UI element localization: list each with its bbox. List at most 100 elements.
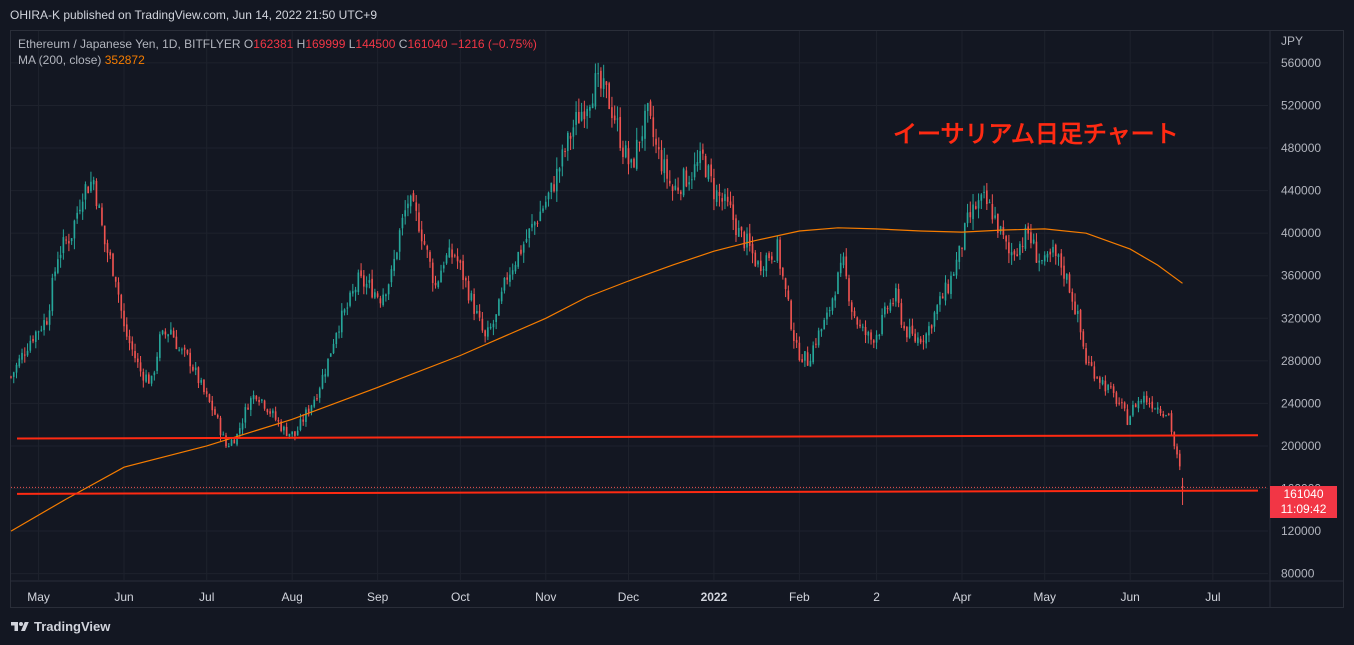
- candle-body: [172, 330, 175, 338]
- candle-body: [222, 434, 225, 436]
- candle-body: [850, 302, 853, 312]
- candle-body: [580, 111, 583, 121]
- candle-body: [481, 318, 484, 331]
- candle-body: [872, 340, 875, 343]
- candle-body: [324, 374, 327, 377]
- candle-body: [575, 112, 577, 125]
- candle-body: [442, 265, 445, 269]
- candle-body: [263, 400, 266, 409]
- candle-body: [1112, 386, 1115, 393]
- candle-body: [404, 210, 407, 217]
- candle-body: [43, 320, 45, 331]
- candle-body: [980, 194, 983, 201]
- candle-body: [431, 262, 434, 283]
- candle-body: [572, 127, 575, 137]
- candle-body: [542, 208, 544, 212]
- high-value: 169999: [305, 37, 346, 51]
- candle-body: [718, 192, 721, 196]
- candle-body: [787, 290, 790, 300]
- symbol-label[interactable]: Ethereum / Japanese Yen, 1D, BITFLYER: [18, 37, 241, 51]
- x-tick-label: Oct: [451, 590, 470, 604]
- candle-body: [1076, 311, 1079, 314]
- candle-body: [969, 212, 972, 218]
- candle-body: [776, 239, 779, 261]
- currency-label: JPY: [1281, 34, 1304, 48]
- candle-body: [892, 303, 894, 305]
- candle-body: [589, 106, 591, 111]
- candle-body: [696, 162, 699, 166]
- candle-body: [139, 362, 142, 372]
- candle-body: [26, 350, 29, 356]
- chart-annotation[interactable]: イーサリアム日足チャート: [893, 120, 1179, 148]
- candle-body: [564, 151, 566, 153]
- candle-body: [1021, 245, 1024, 247]
- candle-body: [12, 372, 15, 377]
- candle-body: [861, 326, 864, 328]
- candle-body: [1159, 408, 1162, 414]
- candle-body: [793, 330, 795, 341]
- y-tick-label: 400000: [1281, 226, 1321, 240]
- candle-body: [1024, 227, 1027, 249]
- candle-body: [498, 299, 500, 316]
- candle-body: [351, 291, 354, 294]
- candle-body: [941, 296, 944, 299]
- candle-body: [393, 258, 395, 271]
- candle-body: [539, 211, 542, 222]
- candle-body: [1170, 413, 1173, 433]
- candle-body: [92, 180, 95, 185]
- candle-body: [327, 358, 329, 376]
- chart-frame[interactable]: [10, 30, 1344, 608]
- candle-body: [390, 269, 393, 283]
- candle-body: [555, 168, 558, 192]
- candle-body: [815, 343, 817, 345]
- candle-body: [1099, 377, 1101, 383]
- candle-body: [795, 340, 798, 343]
- candle-body: [594, 73, 597, 107]
- candle-body: [762, 269, 765, 271]
- candle-body: [296, 430, 299, 436]
- candle-body: [646, 103, 649, 112]
- candle-body: [864, 326, 867, 336]
- candle-body: [274, 411, 277, 420]
- candle-body: [511, 270, 514, 275]
- candle-body: [597, 73, 599, 75]
- candle-body: [211, 400, 214, 411]
- candle-body: [385, 294, 387, 297]
- candle-body: [360, 270, 362, 277]
- candle-body: [65, 239, 67, 241]
- candle-body: [782, 268, 784, 277]
- candle-body: [1054, 244, 1057, 256]
- candle-body: [203, 379, 205, 392]
- candle-body: [332, 343, 335, 354]
- candle-body: [459, 260, 462, 263]
- candle-body: [525, 238, 528, 242]
- candle-body: [660, 150, 663, 172]
- candle-body: [318, 388, 321, 398]
- candle-body: [145, 374, 147, 382]
- candle-body: [167, 334, 169, 337]
- candle-body: [806, 352, 809, 366]
- low-value: 144500: [355, 37, 396, 51]
- candle-body: [983, 191, 985, 193]
- candle-body: [412, 193, 415, 202]
- candle-body: [522, 244, 525, 253]
- candle-body: [547, 192, 550, 200]
- candle-body: [506, 277, 509, 280]
- support-line: [16, 489, 1259, 495]
- candle-body: [666, 159, 668, 179]
- candle-body: [272, 410, 274, 414]
- candle-body: [958, 245, 961, 262]
- candle-body: [961, 247, 963, 249]
- footer-brand[interactable]: TradingView: [10, 619, 110, 634]
- candle-body: [500, 291, 503, 302]
- candle-body: [817, 330, 820, 346]
- candle-body: [161, 330, 164, 335]
- candle-body: [680, 191, 682, 195]
- close-label: C: [398, 37, 408, 51]
- candle-body: [280, 421, 282, 431]
- ma-label[interactable]: MA (200, close): [18, 53, 102, 67]
- candle-body: [746, 233, 748, 248]
- candle-body: [340, 310, 343, 333]
- x-tick-label: Jun: [1120, 590, 1139, 604]
